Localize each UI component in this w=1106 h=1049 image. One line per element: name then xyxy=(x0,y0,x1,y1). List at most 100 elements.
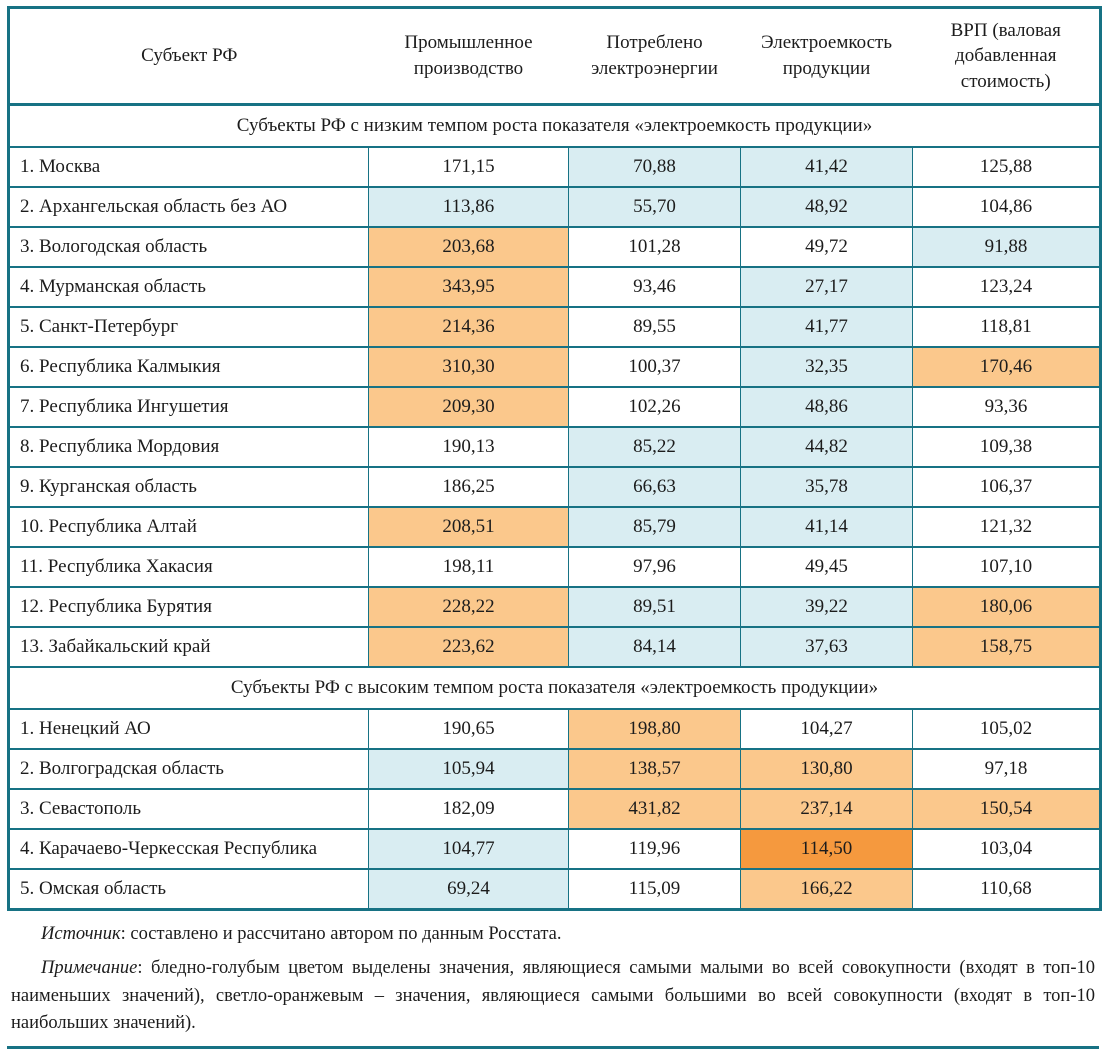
table-row: 8. Республика Мордовия 190,13 85,22 44,8… xyxy=(8,427,1101,468)
value-cell: 49,45 xyxy=(740,547,913,588)
value-cell: 84,14 xyxy=(568,627,741,668)
region-name-cell: 12. Республика Бурятия xyxy=(8,587,369,628)
table-row: 13. Забайкальский край 223,62 84,14 37,6… xyxy=(8,627,1101,668)
section-title: Субъекты РФ с низким темпом роста показа… xyxy=(8,103,1101,148)
value-cell: 101,28 xyxy=(568,227,741,268)
remark-label: Примечание xyxy=(41,957,138,978)
value-cell: 209,30 xyxy=(368,387,569,428)
value-cell: 198,80 xyxy=(568,709,741,750)
value-cell: 123,24 xyxy=(912,267,1101,308)
value-cell: 70,88 xyxy=(568,147,741,188)
region-name-cell: 2. Архангельская область без АО xyxy=(8,187,369,228)
value-cell: 119,96 xyxy=(568,829,741,870)
table-row: 7. Республика Ингушетия 209,30 102,26 48… xyxy=(8,387,1101,428)
table-row: 10. Республика Алтай 208,51 85,79 41,14 … xyxy=(8,507,1101,548)
region-name-cell: 1. Ненецкий АО xyxy=(8,709,369,750)
value-cell: 113,86 xyxy=(368,187,569,228)
region-name-cell: 5. Санкт-Петербург xyxy=(8,307,369,348)
table-row: 5. Омская область 69,24 115,09 166,22 11… xyxy=(8,869,1101,911)
value-cell: 104,77 xyxy=(368,829,569,870)
value-cell: 130,80 xyxy=(740,749,913,790)
value-cell: 138,57 xyxy=(568,749,741,790)
value-cell: 44,82 xyxy=(740,427,913,468)
value-cell: 105,94 xyxy=(368,749,569,790)
value-cell: 41,77 xyxy=(740,307,913,348)
value-cell: 203,68 xyxy=(368,227,569,268)
value-cell: 97,96 xyxy=(568,547,741,588)
table-row: 1. Ненецкий АО 190,65 198,80 104,27 105,… xyxy=(8,709,1101,750)
value-cell: 100,37 xyxy=(568,347,741,388)
remark-text: : бледно-голубым цветом выделены значени… xyxy=(11,957,1095,1034)
table-row: 6. Республика Калмыкия 310,30 100,37 32,… xyxy=(8,347,1101,388)
value-cell: 182,09 xyxy=(368,789,569,830)
table-row: 5. Санкт-Петербург 214,36 89,55 41,77 11… xyxy=(8,307,1101,348)
value-cell: 27,17 xyxy=(740,267,913,308)
value-cell: 107,10 xyxy=(912,547,1101,588)
region-name-cell: 1. Москва xyxy=(8,147,369,188)
value-cell: 41,42 xyxy=(740,147,913,188)
table-row: 11. Республика Хакасия 198,11 97,96 49,4… xyxy=(8,547,1101,588)
table-row: 4. Карачаево-Черкесская Республика 104,7… xyxy=(8,829,1101,870)
table-row: 1. Москва 171,15 70,88 41,42 125,88 xyxy=(8,147,1101,188)
data-table: Субъект РФ Промышленное производство Пот… xyxy=(7,6,1102,911)
table-row: 4. Мурманская область 343,95 93,46 27,17… xyxy=(8,267,1101,308)
value-cell: 228,22 xyxy=(368,587,569,628)
footnotes: Источник: составлено и рассчитано авторо… xyxy=(11,921,1095,1038)
value-cell: 85,79 xyxy=(568,507,741,548)
value-cell: 93,36 xyxy=(912,387,1101,428)
value-cell: 158,75 xyxy=(912,627,1101,668)
value-cell: 125,88 xyxy=(912,147,1101,188)
value-cell: 121,32 xyxy=(912,507,1101,548)
value-cell: 48,86 xyxy=(740,387,913,428)
value-cell: 110,68 xyxy=(912,869,1101,911)
section-header-low-growth: Субъекты РФ с низким темпом роста показа… xyxy=(8,103,1101,148)
value-cell: 150,54 xyxy=(912,789,1101,830)
value-cell: 114,50 xyxy=(740,829,913,870)
value-cell: 166,22 xyxy=(740,869,913,911)
region-name-cell: 3. Вологодская область xyxy=(8,227,369,268)
value-cell: 105,02 xyxy=(912,709,1101,750)
section-title: Субъекты РФ с высоким темпом роста показ… xyxy=(8,666,1101,710)
region-name-cell: 8. Республика Мордовия xyxy=(8,427,369,468)
value-cell: 208,51 xyxy=(368,507,569,548)
value-cell: 32,35 xyxy=(740,347,913,388)
value-cell: 190,65 xyxy=(368,709,569,750)
value-cell: 180,06 xyxy=(912,587,1101,628)
table-row: 12. Республика Бурятия 228,22 89,51 39,2… xyxy=(8,587,1101,628)
value-cell: 55,70 xyxy=(568,187,741,228)
value-cell: 118,81 xyxy=(912,307,1101,348)
value-cell: 89,55 xyxy=(568,307,741,348)
region-name-cell: 4. Мурманская область xyxy=(8,267,369,308)
value-cell: 115,09 xyxy=(568,869,741,911)
value-cell: 104,27 xyxy=(740,709,913,750)
value-cell: 214,36 xyxy=(368,307,569,348)
region-name-cell: 7. Республика Ингушетия xyxy=(8,387,369,428)
source-text: : составлено и рассчитано автором по дан… xyxy=(120,924,562,944)
region-name-cell: 2. Волгоградская область xyxy=(8,749,369,790)
region-name-cell: 4. Карачаево-Черкесская Республика xyxy=(8,829,369,870)
region-name-cell: 9. Курганская область xyxy=(8,467,369,508)
value-cell: 39,22 xyxy=(740,587,913,628)
value-cell: 237,14 xyxy=(740,789,913,830)
value-cell: 41,14 xyxy=(740,507,913,548)
value-cell: 35,78 xyxy=(740,467,913,508)
region-name-cell: 5. Омская область xyxy=(8,869,369,911)
source-label: Источник xyxy=(41,924,121,944)
region-name-cell: 6. Республика Калмыкия xyxy=(8,347,369,388)
region-name-cell: 13. Забайкальский край xyxy=(8,627,369,668)
region-name-cell: 11. Республика Хакасия xyxy=(8,547,369,588)
region-name-cell: 3. Севастополь xyxy=(8,789,369,830)
value-cell: 37,63 xyxy=(740,627,913,668)
value-cell: 109,38 xyxy=(912,427,1101,468)
table-row: 2. Архангельская область без АО 113,86 5… xyxy=(8,187,1101,228)
value-cell: 66,63 xyxy=(568,467,741,508)
column-header-grp: ВРП (валовая добавленная стоимость) xyxy=(912,7,1101,106)
table-row: 2. Волгоградская область 105,94 138,57 1… xyxy=(8,749,1101,790)
value-cell: 89,51 xyxy=(568,587,741,628)
value-cell: 171,15 xyxy=(368,147,569,188)
value-cell: 93,46 xyxy=(568,267,741,308)
column-header-industrial-production: Промышленное производство xyxy=(368,7,569,106)
value-cell: 186,25 xyxy=(368,467,569,508)
value-cell: 198,11 xyxy=(368,547,569,588)
